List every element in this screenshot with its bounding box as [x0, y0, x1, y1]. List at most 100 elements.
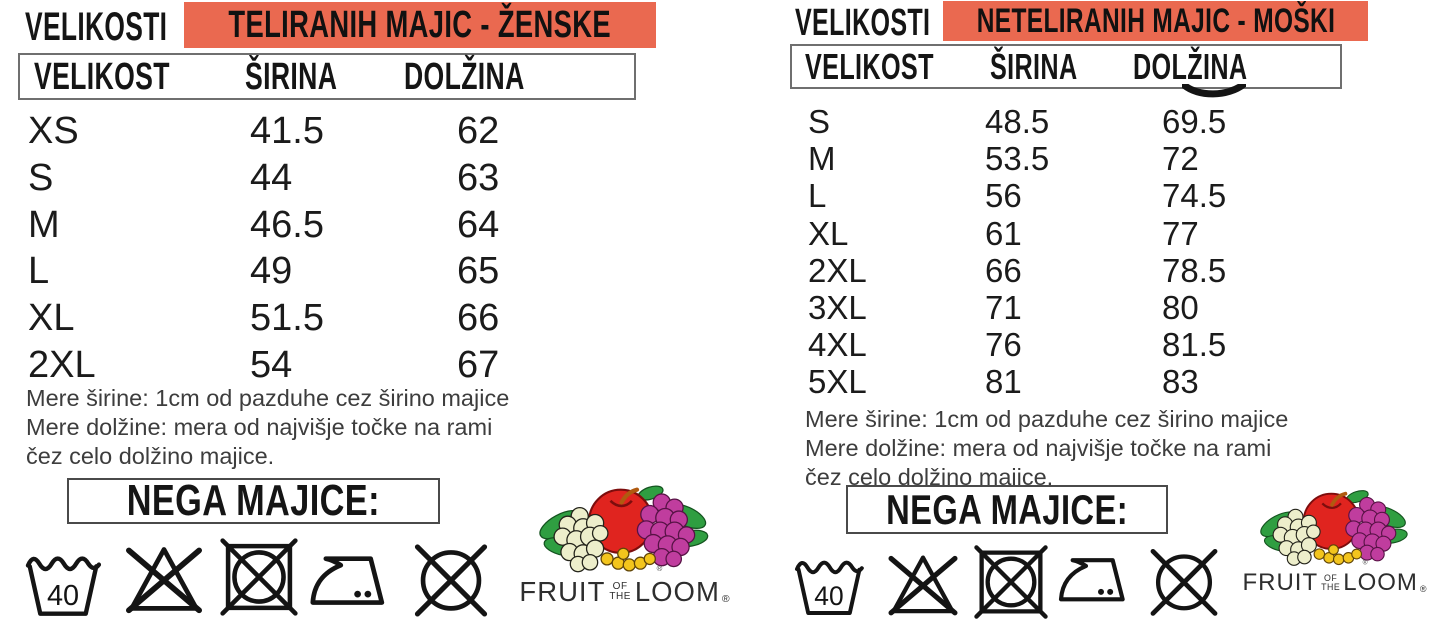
wash-40-icon: 40 — [20, 548, 106, 618]
do-not-tumble-dry-icon — [973, 544, 1049, 620]
left-title-highlight-text: TELIRANIH MAJIC - ŽENSKE — [228, 3, 612, 46]
left-col-size: VELIKOST — [34, 56, 170, 98]
right-col-width: ŠIRINA — [990, 46, 1078, 87]
length-cell: 74.5 — [1162, 177, 1227, 214]
width-cell: 51.5 — [250, 297, 324, 339]
note-line: Mere dolžine: mera od najvišje točke na … — [26, 414, 493, 440]
length-cell: 80 — [1162, 289, 1199, 326]
fruit-of-the-loom-logo: ® FRUIT OF THE LOOM ® — [1242, 487, 1427, 597]
width-cell: 48.5 — [985, 103, 1050, 140]
left-title-highlight: TELIRANIH MAJIC - ŽENSKE — [184, 2, 656, 48]
length-cell: 66 — [457, 297, 500, 339]
logo-of-the-stack: OF THE — [1321, 572, 1341, 592]
size-cell: 3XL — [808, 289, 867, 326]
size-cell: 2XL — [808, 252, 867, 289]
right-col-size: VELIKOST — [805, 46, 934, 87]
length-cell: 63 — [457, 157, 500, 199]
size-cell: 4XL — [808, 326, 867, 363]
do-not-dry-clean-icon — [1146, 547, 1222, 616]
logo-word-fruit: FRUIT — [1242, 569, 1319, 596]
left-title-prefix: VELIKOSTI — [25, 5, 168, 49]
length-cell: 72 — [1162, 140, 1199, 177]
do-not-dry-clean-icon — [410, 542, 492, 617]
note-line: Mere dolžine: mera od najvišje točke na … — [805, 435, 1272, 461]
fruit-of-the-loom-logo: ® FRUIT OF THE LOOM ® — [519, 482, 731, 608]
length-cell: 65 — [457, 250, 500, 292]
right-title-highlight: NETELIRANIH MAJIC - MOŠKI — [943, 1, 1368, 41]
note-line: Mere širine: 1cm od pazduhe cez širino m… — [26, 385, 510, 411]
wash-40-icon: 40 — [792, 553, 866, 617]
left-col-length: DOLŽINA — [404, 56, 525, 98]
width-cell: 44 — [250, 157, 293, 199]
width-cell: 81 — [985, 363, 1022, 400]
logo-word-the: THE — [1321, 582, 1341, 592]
right-care-title-box: NEGA MAJICE: — [846, 485, 1168, 534]
width-cell: 46.5 — [250, 204, 324, 246]
note-line: čez celo dolžino majice. — [26, 443, 275, 469]
logo-word-of: OF — [612, 580, 628, 592]
logo-of-the-stack: OF THE — [609, 580, 631, 603]
iron-two-dots-icon — [306, 554, 398, 610]
size-cell: M — [28, 204, 60, 246]
right-measure-notes: Mere širine: 1cm od pazduhe cez širino m… — [805, 405, 1288, 492]
logo-word-the: THE — [609, 591, 631, 602]
registered-mark: ® — [1419, 584, 1428, 594]
width-cell: 66 — [985, 252, 1022, 289]
right-table-header-box — [790, 44, 1342, 89]
length-cell: 62 — [457, 110, 500, 152]
wash-temp-label: 40 — [814, 581, 843, 611]
logo-word-fruit: FRUIT — [519, 576, 606, 607]
size-cell: S — [28, 157, 54, 199]
registered-mark: ® — [721, 593, 731, 605]
size-cell: XL — [808, 215, 849, 252]
size-cell: XL — [28, 297, 75, 339]
length-cell: 77 — [1162, 215, 1199, 252]
size-cell: 5XL — [808, 363, 867, 400]
right-col-length: DOLŽINA — [1133, 46, 1248, 87]
width-cell: 53.5 — [985, 140, 1050, 177]
logo-word-loom: LOOM — [1343, 569, 1418, 596]
left-measure-notes: Mere širine: 1cm od pazduhe cez širino m… — [26, 384, 509, 471]
size-cell: 2XL — [28, 344, 96, 386]
length-cell: 81.5 — [1162, 326, 1227, 363]
width-cell: 56 — [985, 177, 1022, 214]
stray-glyph-artifact — [1182, 84, 1246, 98]
logo-word-of: OF — [1324, 572, 1338, 583]
note-line: Mere širine: 1cm od pazduhe cez širino m… — [805, 406, 1289, 432]
fruit-illustration: ® — [539, 485, 709, 573]
size-cell: S — [808, 103, 831, 140]
width-cell: 61 — [985, 215, 1022, 252]
logo-wordmark: FRUIT OF THE LOOM ® — [519, 576, 731, 608]
length-cell: 64 — [457, 204, 500, 246]
right-title-highlight-text: NETELIRANIH MAJIC - MOŠKI — [976, 1, 1335, 40]
size-cell: L — [808, 177, 827, 214]
iron-two-dots-icon — [1054, 556, 1138, 606]
left-table-header-box — [18, 53, 636, 100]
length-cell: 78.5 — [1162, 252, 1227, 289]
logo-word-loom: LOOM — [634, 576, 720, 607]
svg-text:®: ® — [657, 564, 663, 573]
width-cell: 49 — [250, 250, 293, 292]
logo-wordmark: FRUIT OF THE LOOM ® — [1242, 569, 1426, 597]
width-cell: 41.5 — [250, 110, 324, 152]
do-not-tumble-dry-icon — [218, 537, 300, 617]
right-care-title: NEGA MAJICE: — [886, 485, 1128, 533]
do-not-bleach-icon — [881, 549, 965, 618]
size-cell: M — [808, 140, 836, 177]
size-cell: XS — [28, 110, 79, 152]
right-title-prefix: VELIKOSTI — [795, 2, 931, 44]
do-not-bleach-icon — [117, 540, 211, 616]
length-cell: 83 — [1162, 363, 1199, 400]
length-cell: 69.5 — [1162, 103, 1227, 140]
wash-temp-label: 40 — [47, 580, 79, 612]
length-cell: 67 — [457, 344, 500, 386]
left-care-title: NEGA MAJICE: — [126, 476, 381, 525]
width-cell: 71 — [985, 289, 1022, 326]
fruit-illustration: ® — [1260, 490, 1408, 567]
width-cell: 76 — [985, 326, 1022, 363]
size-cell: L — [28, 250, 50, 292]
svg-text:®: ® — [1363, 559, 1368, 567]
width-cell: 54 — [250, 344, 293, 386]
left-care-title-box: NEGA MAJICE: — [67, 476, 440, 525]
